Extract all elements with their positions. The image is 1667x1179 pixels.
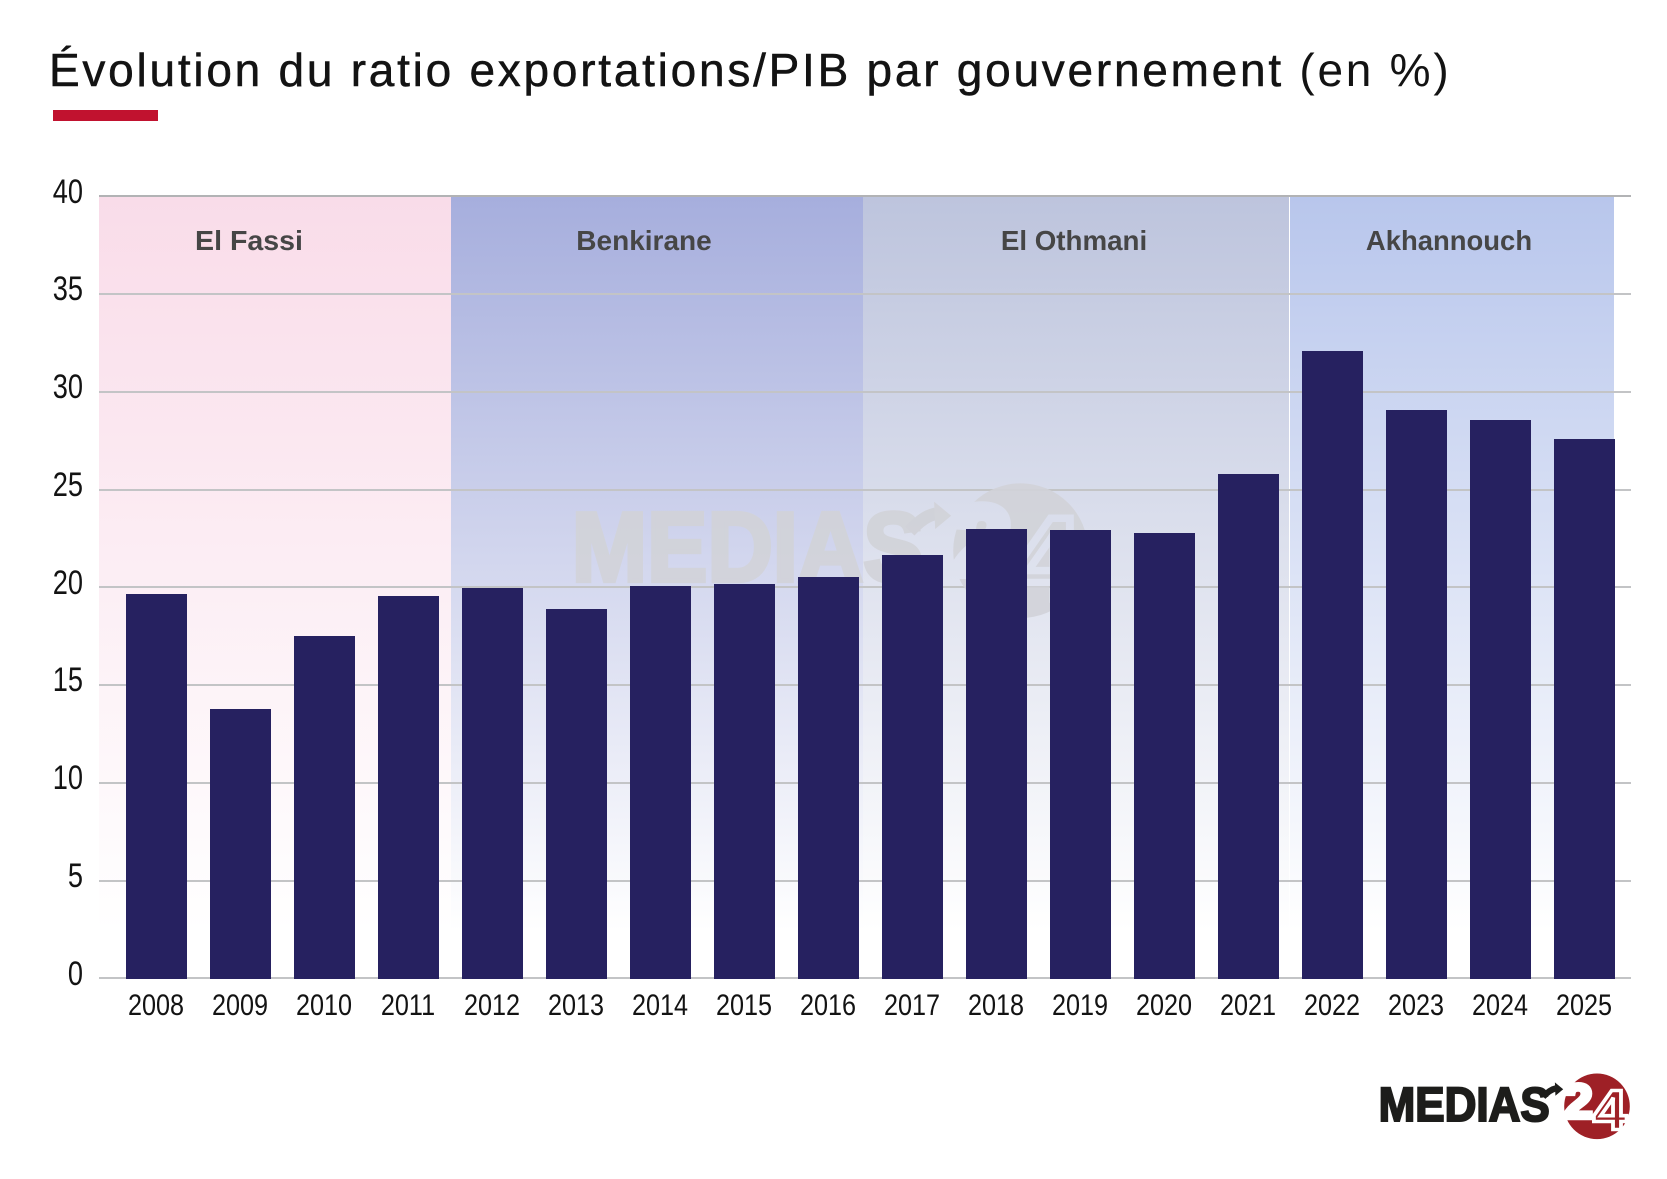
svg-text:MEDIAS: MEDIAS (572, 492, 924, 602)
svg-text:MEDIAS: MEDIAS (1379, 1077, 1550, 1131)
